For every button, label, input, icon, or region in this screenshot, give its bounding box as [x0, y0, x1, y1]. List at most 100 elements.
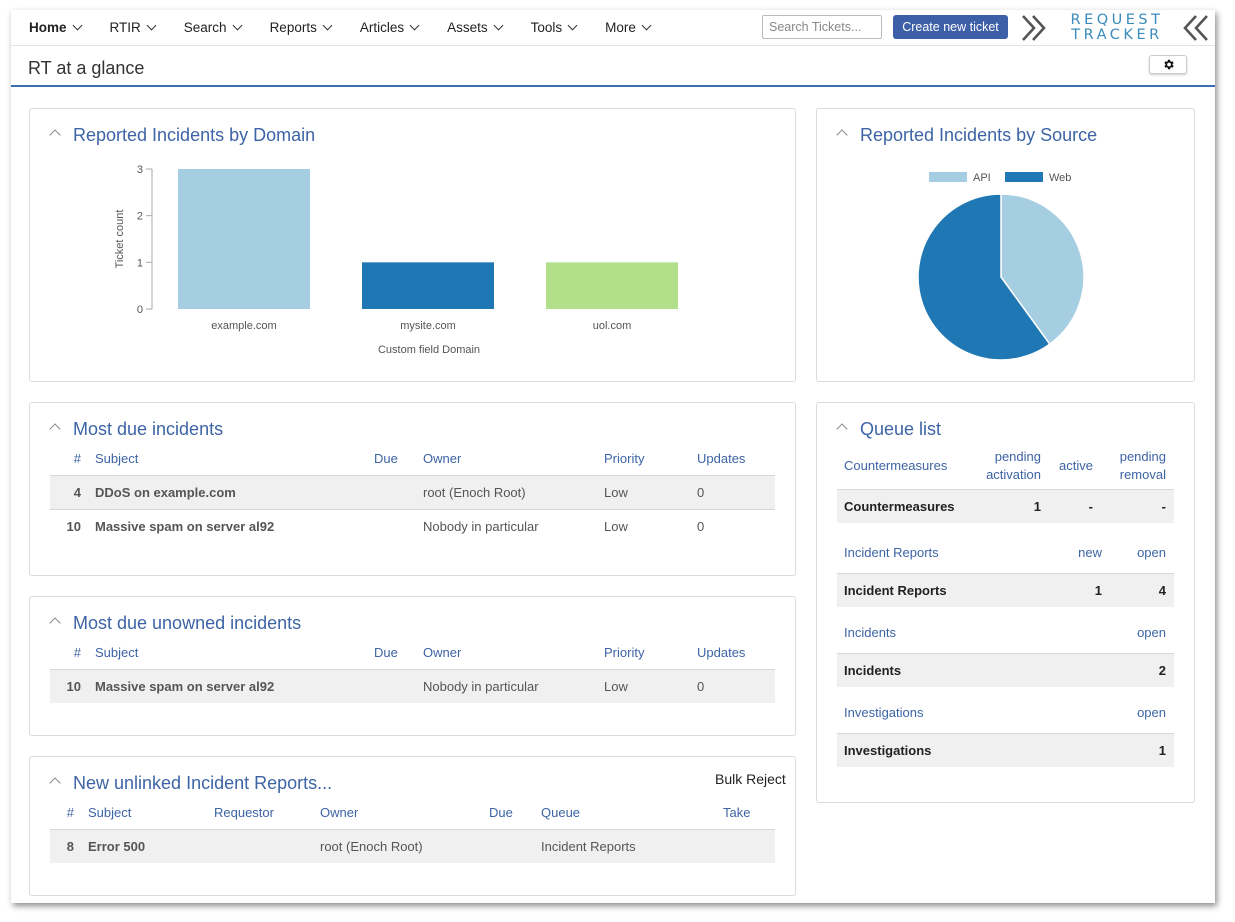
panel-title: Queue list	[860, 419, 942, 439]
col-subject[interactable]: Subject	[95, 645, 139, 661]
col-owner[interactable]: Owner	[320, 805, 359, 821]
status-col[interactable]: active	[1059, 457, 1093, 473]
domain-bar-chart: Ticket count Custom field Domain 0 1 2 3 exa…	[114, 164, 678, 356]
table-row[interactable]: 10 Massive spam on server al92 Nobody in…	[50, 508, 775, 543]
col-owner[interactable]: Owner	[423, 451, 462, 467]
table-header: # Subject Requestor Owner Due Queue Take	[50, 797, 775, 829]
nav-articles[interactable]: Articles	[360, 10, 420, 45]
bulk-reject-link[interactable]: Bulk Reject	[715, 771, 786, 787]
col-num[interactable]: #	[66, 805, 74, 821]
queue-row-name[interactable]: Incident Reports	[837, 572, 1060, 607]
nav-tools[interactable]: Tools	[531, 10, 578, 45]
create-ticket-button[interactable]: Create new ticket	[893, 15, 1008, 39]
collapse-icon[interactable]	[49, 777, 61, 789]
nav-rtir[interactable]: RTIR	[110, 10, 157, 45]
panel-title: Reported Incidents by Source	[860, 125, 1098, 145]
nav-home-label: Home	[29, 20, 67, 35]
ticket-id[interactable]: 4	[50, 474, 95, 509]
nav-more[interactable]: More	[605, 10, 652, 45]
col-updates[interactable]: Updates	[697, 645, 746, 661]
request-tracker-logo[interactable]: REQUEST TRACKER	[1021, 12, 1211, 44]
collapse-icon[interactable]	[836, 423, 848, 435]
pie-slice-web[interactable]	[917, 193, 1051, 361]
ticket-subject[interactable]: Massive spam on server al92	[95, 508, 374, 543]
queue-name-link[interactable]: Incidents	[844, 624, 897, 640]
col-due[interactable]: Due	[489, 805, 513, 821]
ticket-requestor	[214, 828, 320, 863]
legend-label-api: API	[973, 172, 991, 184]
col-due[interactable]: Due	[374, 645, 398, 661]
queue-name-link[interactable]: Countermeasures	[844, 457, 948, 473]
bar-uol.com[interactable]	[546, 262, 678, 309]
status-col[interactable]: pending removal	[1119, 448, 1166, 482]
table-row[interactable]: 10 Massive spam on server al92 Nobody in…	[50, 668, 775, 703]
col-due[interactable]: Due	[374, 451, 398, 467]
top-navigation: Home RTIR Search Reports Articles Assets…	[11, 10, 1215, 45]
status-col[interactable]: new	[1078, 544, 1102, 560]
ticket-id[interactable]: 8	[50, 828, 88, 863]
ticket-subject[interactable]: DDoS on example.com	[95, 474, 374, 509]
queue-row[interactable]: Countermeasures 1 - -	[837, 488, 1174, 523]
main-menu: Home RTIR Search Reports Articles Assets…	[29, 10, 679, 45]
search-tickets-input[interactable]	[762, 15, 882, 39]
col-priority[interactable]: Priority	[604, 645, 645, 661]
col-requestor[interactable]: Requestor	[214, 805, 274, 821]
queue-name-link[interactable]: Incident Reports	[844, 544, 939, 560]
ticket-subject[interactable]: Massive spam on server al92	[95, 668, 374, 703]
queue-row[interactable]: Incident Reports 1 4	[837, 572, 1174, 607]
app-window: Home RTIR Search Reports Articles Assets…	[11, 10, 1215, 903]
legend-swatch-web	[1005, 172, 1043, 182]
table-row[interactable]: 4 DDoS on example.com root (Enoch Root) …	[50, 474, 775, 509]
queue-row-name[interactable]: Countermeasures	[837, 488, 975, 523]
ticket-due	[374, 474, 423, 509]
col-updates[interactable]: Updates	[697, 451, 746, 467]
col-subject[interactable]: Subject	[88, 805, 132, 821]
queue-row-name[interactable]: Investigations	[837, 732, 1110, 767]
col-priority[interactable]: Priority	[604, 451, 645, 467]
due-incidents-table: # Subject Due Owner Priority Updates 4 D…	[50, 443, 775, 543]
ticket-subject[interactable]: Error 500	[88, 828, 214, 863]
queue-row-name[interactable]: Incidents	[837, 652, 1110, 687]
col-num[interactable]: #	[73, 451, 81, 467]
col-queue[interactable]: Queue	[541, 805, 581, 821]
queue-count[interactable]: 2	[1110, 652, 1174, 687]
ticket-take[interactable]	[723, 828, 775, 863]
unlinked-reports-table: # Subject Requestor Owner Due Queue Take…	[50, 797, 775, 863]
queue-count[interactable]: 1	[1110, 732, 1174, 767]
ticket-due	[374, 508, 423, 543]
queue-count[interactable]: -	[1049, 488, 1101, 523]
collapse-icon[interactable]	[49, 423, 61, 435]
ticket-owner: root (Enoch Root)	[320, 828, 489, 863]
queue-count[interactable]: 4	[1110, 572, 1174, 607]
queue-row[interactable]: Incidents 2	[837, 652, 1174, 687]
nav-assets[interactable]: Assets	[447, 10, 504, 45]
queue-row[interactable]: Investigations 1	[837, 732, 1174, 767]
status-col[interactable]: open	[1137, 704, 1166, 720]
queue-header: Incident Reports new open	[837, 533, 1174, 573]
col-owner[interactable]: Owner	[423, 645, 462, 661]
queue-count[interactable]: -	[1101, 488, 1174, 523]
ticket-id[interactable]: 10	[50, 508, 95, 543]
nav-home[interactable]: Home	[29, 10, 82, 45]
table-row[interactable]: 8 Error 500 root (Enoch Root) Incident R…	[50, 828, 775, 863]
nav-reports[interactable]: Reports	[270, 10, 333, 45]
pie-slice-api[interactable]	[1000, 193, 1085, 346]
col-subject[interactable]: Subject	[95, 451, 139, 467]
bar-example.com[interactable]	[178, 169, 310, 309]
status-col[interactable]: open	[1137, 624, 1166, 640]
col-take[interactable]: Take	[723, 805, 751, 821]
nav-search[interactable]: Search	[184, 10, 243, 45]
status-col[interactable]: open	[1137, 544, 1166, 560]
bar-mysite.com[interactable]	[362, 262, 494, 309]
page-settings-button[interactable]	[1149, 55, 1187, 74]
ticket-id[interactable]: 10	[50, 668, 95, 703]
queue-count[interactable]: 1	[1060, 572, 1110, 607]
collapse-icon[interactable]	[49, 617, 61, 629]
gear-icon	[1163, 59, 1174, 70]
queue-count[interactable]: 1	[975, 488, 1049, 523]
status-col[interactable]: pending activation	[986, 448, 1041, 482]
logo-arrows-icon	[1022, 15, 1208, 41]
col-num[interactable]: #	[73, 645, 81, 661]
queue-name-link[interactable]: Investigations	[844, 704, 924, 720]
panel-title: New unlinked Incident Reports...	[73, 773, 333, 793]
